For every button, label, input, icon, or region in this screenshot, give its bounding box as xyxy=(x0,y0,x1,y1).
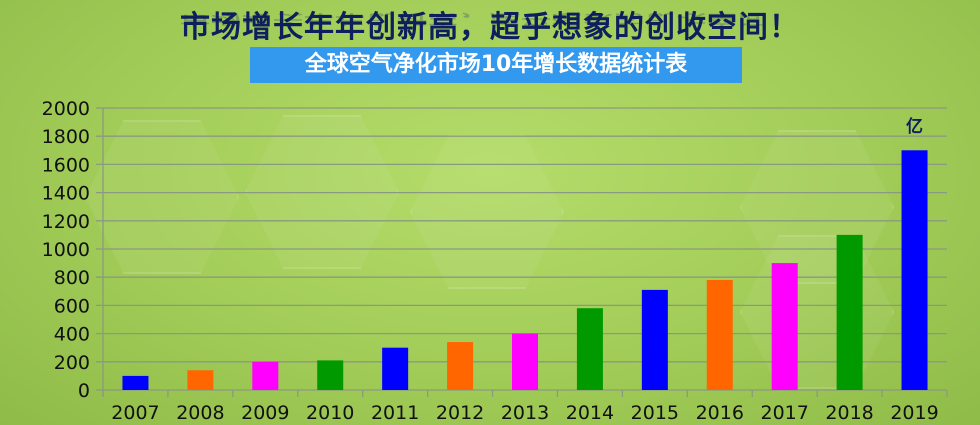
bar-2016 xyxy=(706,280,733,390)
y-tick-label: 2000 xyxy=(42,98,90,120)
x-tick-label: 2007 xyxy=(111,402,159,424)
bg-hexagon xyxy=(740,130,894,284)
x-tick-label: 2016 xyxy=(696,402,744,424)
x-tick-label: 2015 xyxy=(631,402,679,424)
bar-2007 xyxy=(122,375,149,390)
y-tick-label: 800 xyxy=(54,267,90,289)
y-tick-label: 1200 xyxy=(42,211,90,233)
bar-2014 xyxy=(576,308,603,390)
bar-2012 xyxy=(447,342,474,390)
x-tick-label: 2014 xyxy=(566,402,614,424)
bar-2010 xyxy=(317,360,344,390)
bar-2018 xyxy=(836,234,863,390)
page-title: 市场增长年年创新高，超乎想象的创收空间！ xyxy=(180,10,800,45)
y-tick-label: 600 xyxy=(54,295,90,317)
x-tick-label: 2009 xyxy=(241,402,289,424)
x-tick-label: 2018 xyxy=(825,402,873,424)
x-tick-label: 2013 xyxy=(501,402,549,424)
y-tick-label: 1600 xyxy=(42,154,90,176)
y-tick-label: 1800 xyxy=(42,126,90,148)
y-tick-label: 200 xyxy=(54,352,90,374)
bar-2015 xyxy=(641,289,668,390)
x-tick-label: 2012 xyxy=(436,402,484,424)
bar-2019 xyxy=(901,150,928,390)
x-tick-label: 2017 xyxy=(761,402,809,424)
bar-2011 xyxy=(382,347,409,390)
bg-hexagon xyxy=(740,235,894,389)
bar-2009 xyxy=(252,361,279,390)
bar-2008 xyxy=(187,370,214,390)
y-tick-label: 1000 xyxy=(42,239,90,261)
unit-label: 亿 xyxy=(906,116,923,137)
x-tick-label: 2008 xyxy=(176,402,224,424)
y-tick-label: 1400 xyxy=(42,183,90,205)
chart-subtitle-banner: 全球空气净化市场10年增长数据统计表 xyxy=(250,47,742,83)
bar-2017 xyxy=(771,263,798,390)
bg-hexagon xyxy=(85,120,239,274)
x-tick-label: 2019 xyxy=(890,402,938,424)
y-tick-label: 0 xyxy=(78,380,90,402)
x-tick-label: 2010 xyxy=(306,402,354,424)
bar-2013 xyxy=(512,333,538,390)
y-tick-label: 400 xyxy=(54,324,90,346)
x-tick-label: 2011 xyxy=(371,402,419,424)
